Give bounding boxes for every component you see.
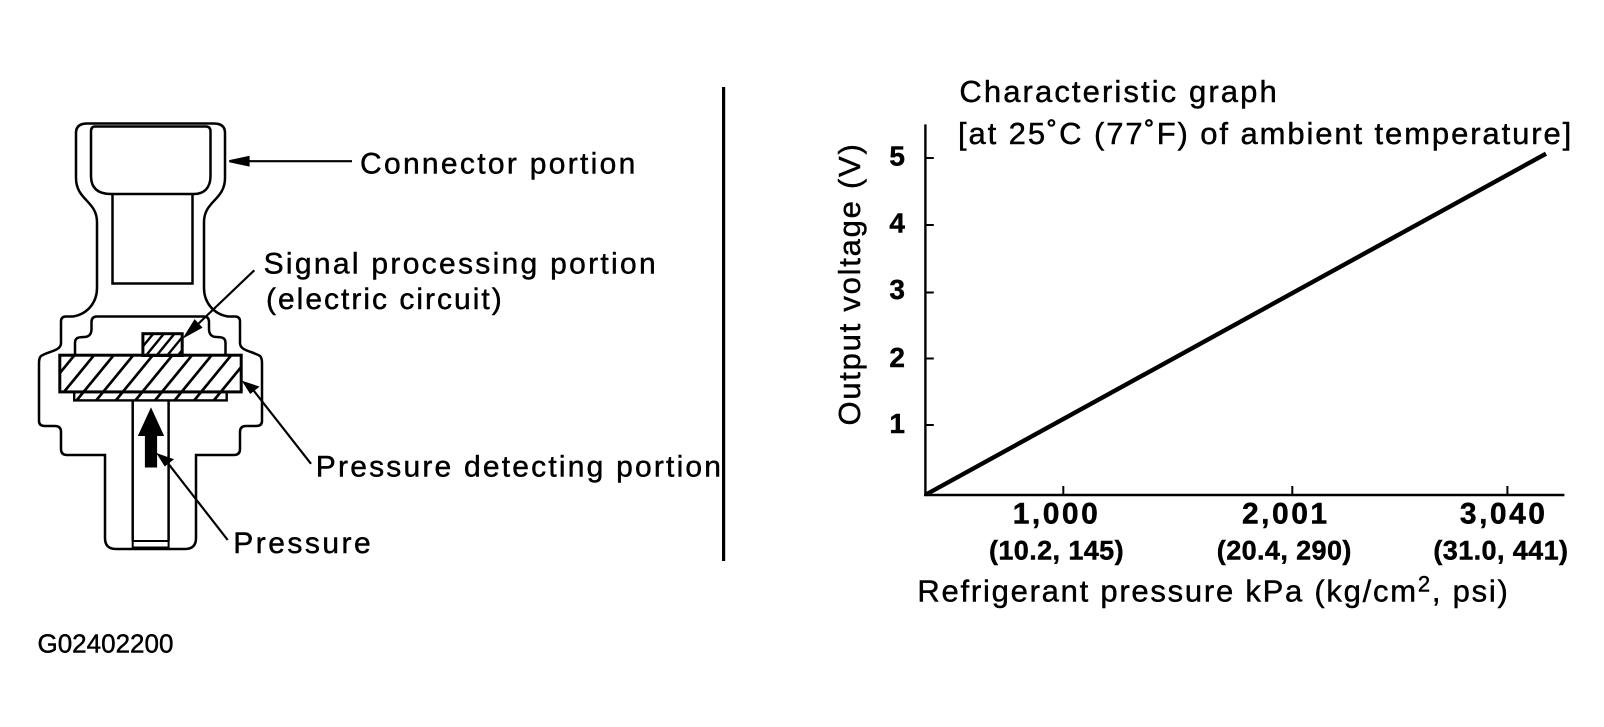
svg-text:4: 4 [889, 207, 905, 238]
svg-text:1,000: 1,000 [1013, 498, 1101, 531]
svg-text:2,001: 2,001 [1242, 498, 1330, 531]
svg-text:Pressure: Pressure [233, 527, 373, 560]
svg-text:Signal processing portion: Signal processing portion [264, 247, 658, 280]
svg-text:Output voltage (V): Output voltage (V) [832, 142, 867, 425]
svg-text:G02402200: G02402200 [38, 628, 174, 658]
svg-text:(electric circuit): (electric circuit) [266, 283, 504, 316]
svg-text:5: 5 [889, 141, 905, 172]
svg-text:2: 2 [889, 342, 905, 373]
svg-text:Connector portion: Connector portion [360, 148, 638, 181]
svg-text:Pressure detecting portion: Pressure detecting portion [316, 451, 723, 484]
svg-text:3,040: 3,040 [1460, 498, 1548, 531]
svg-text:Characteristic graph: Characteristic graph [959, 74, 1278, 109]
svg-text:Refrigerant pressure kPa (kg/c: Refrigerant pressure kPa (kg/cm2, psi) [917, 572, 1509, 609]
svg-text:(31.0, 441): (31.0, 441) [1433, 536, 1568, 566]
svg-text:[at 25˚C (77˚F) of ambient tem: [at 25˚C (77˚F) of ambient temperature] [958, 116, 1573, 151]
svg-text:(10.2, 145): (10.2, 145) [989, 536, 1124, 566]
svg-text:(20.4, 290): (20.4, 290) [1217, 536, 1352, 566]
svg-text:1: 1 [889, 408, 905, 439]
svg-text:3: 3 [889, 274, 905, 305]
